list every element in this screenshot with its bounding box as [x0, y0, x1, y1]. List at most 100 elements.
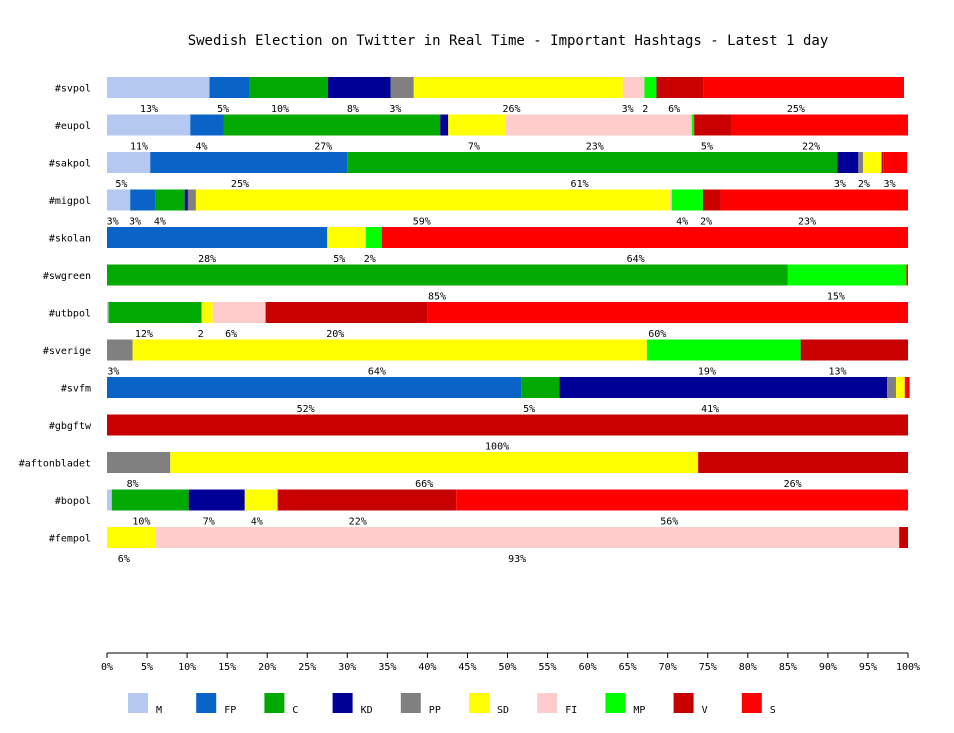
bar-svpol-c	[249, 77, 329, 98]
bar-sverige-pp	[107, 339, 133, 361]
bars-group	[107, 77, 910, 548]
bar-eupol-sd	[448, 114, 506, 136]
bar-svpol-pp	[390, 77, 414, 98]
bar-bopol-c	[111, 489, 189, 511]
category-label-swgreen: #swgreen	[43, 271, 91, 282]
bar-svfm-sd	[895, 377, 905, 398]
data-label-svpol-0: 13%	[140, 104, 158, 115]
data-label-svpol-7: 2	[642, 104, 648, 115]
legend-label-mp: MP	[633, 705, 645, 716]
legend-label-fi: FI	[565, 705, 577, 716]
bar-sakpol-pp	[858, 152, 864, 173]
bar-migpol-m	[107, 189, 131, 211]
data-label-utbpol-2: 6%	[225, 329, 237, 340]
bar-sakpol-kd	[837, 152, 859, 173]
bar-sakpol-sd	[863, 152, 882, 173]
legend-label-pp: PP	[429, 705, 441, 716]
data-label-migpol-1: 3%	[129, 217, 141, 228]
bar-sakpol-v	[881, 152, 884, 173]
data-label-eupol-1: 4%	[195, 142, 207, 153]
category-label-svfm: #svfm	[61, 384, 91, 395]
bar-aftonbladet-sd	[170, 452, 699, 473]
legend-label-m: M	[156, 705, 162, 716]
bar-fempol-v	[899, 527, 908, 548]
data-label-svpol-4: 3%	[389, 104, 401, 115]
bar-eupol-fi	[505, 114, 692, 136]
data-label-sakpol-1: 25%	[231, 179, 249, 190]
data-label-svfm-2: 41%	[701, 404, 719, 415]
category-label-sakpol: #sakpol	[49, 159, 91, 170]
data-label-svpol-3: 8%	[347, 104, 359, 115]
legend-swatch-sd	[469, 693, 489, 713]
data-label-svfm-1: 5%	[523, 404, 535, 415]
data-label-utbpol-0: 12%	[135, 329, 153, 340]
data-label-skolan-1: 5%	[333, 254, 345, 265]
data-label-utbpol-1: 2	[198, 329, 204, 340]
x-tick-label-19: 95%	[859, 662, 877, 673]
data-label-eupol-4: 23%	[586, 142, 604, 153]
bar-utbpol-m	[107, 302, 109, 323]
x-tick-label-16: 80%	[739, 662, 757, 673]
data-label-svpol-2: 10%	[271, 104, 289, 115]
legend-label-fp: FP	[224, 705, 236, 716]
bar-eupol-v	[694, 114, 731, 136]
data-label-eupol-5: 5%	[701, 142, 713, 153]
bar-swgreen-mp	[787, 264, 907, 286]
category-label-aftonbladet: #aftonbladet	[19, 459, 91, 470]
legend-label-s: S	[770, 705, 776, 716]
chart-title: Swedish Election on Twitter in Real Time…	[188, 33, 829, 49]
data-label-gbgftw-0: 100%	[485, 442, 509, 453]
data-label-bopol-2: 4%	[251, 517, 263, 528]
legend: M FP C KD PP SD FI MP V S	[128, 693, 776, 716]
x-axis: 0% 5% 10% 15% 20% 25% 30% 35% 40% 45% 50% 55% 60% 65%…	[101, 652, 920, 673]
bar-eupol-fp	[190, 114, 224, 136]
bar-svpol-fp	[209, 77, 250, 98]
legend-label-c: C	[292, 705, 298, 716]
bar-eupol-mp	[691, 114, 695, 136]
x-tick-label-11: 55%	[539, 662, 557, 673]
legend-swatch-fp	[196, 693, 217, 713]
bar-sakpol-s	[883, 152, 908, 173]
x-tick-label-14: 70%	[659, 662, 677, 673]
bar-fempol-fi	[155, 527, 900, 548]
data-label-eupol-2: 27%	[314, 142, 332, 153]
data-label-skolan-3: 64%	[627, 254, 645, 265]
bar-migpol-sd	[195, 189, 671, 211]
data-label-skolan-2: 2%	[364, 254, 376, 265]
x-tick-label-9: 45%	[458, 662, 476, 673]
x-tick-label-0: 0%	[101, 662, 113, 673]
data-label-sakpol-3: 3%	[834, 179, 846, 190]
x-tick-label-4: 20%	[258, 662, 276, 673]
category-label-sverige: #sverige	[43, 346, 91, 357]
data-label-utbpol-3: 20%	[326, 329, 344, 340]
data-labels-group: 13% 5% 10% 8% 3% 26% 3% 2 6% 25%11% 4% 27% 7% 23% 5% 22…	[107, 104, 896, 565]
bar-utbpol-c	[108, 302, 202, 323]
category-label-skolan: #skolan	[49, 234, 91, 245]
x-tick-label-8: 40%	[418, 662, 436, 673]
legend-swatch-c	[264, 693, 285, 713]
bar-bopol-sd	[244, 489, 278, 511]
category-labels-group: #svpol #eupol #sakpol #migpol #skolan #swgree…	[19, 84, 92, 545]
legend-swatch-m	[128, 693, 148, 713]
x-tick-label-5: 25%	[298, 662, 316, 673]
x-tick-label-17: 85%	[779, 662, 797, 673]
data-label-svpol-9: 25%	[787, 104, 805, 115]
data-label-svpol-1: 5%	[217, 104, 229, 115]
bar-sverige-sd	[132, 339, 647, 361]
bar-migpol-kd	[184, 189, 188, 211]
category-label-eupol: #eupol	[55, 121, 91, 132]
data-label-sakpol-4: 2%	[858, 179, 870, 190]
data-label-bopol-0: 10%	[132, 517, 150, 528]
data-label-svfm-0: 52%	[297, 404, 315, 415]
data-label-migpol-6: 23%	[798, 217, 816, 228]
category-label-svpol: #svpol	[55, 84, 91, 95]
x-tick-label-15: 75%	[699, 662, 717, 673]
bar-swgreen-s	[906, 264, 908, 286]
bar-svfm-c	[521, 377, 560, 398]
legend-swatch-kd	[332, 693, 353, 713]
bar-utbpol-fi	[212, 302, 266, 323]
bar-fempol-sd	[107, 527, 156, 548]
data-label-bopol-1: 7%	[203, 517, 215, 528]
bar-bopol-m	[107, 489, 112, 511]
bar-svpol-sd	[413, 77, 623, 98]
